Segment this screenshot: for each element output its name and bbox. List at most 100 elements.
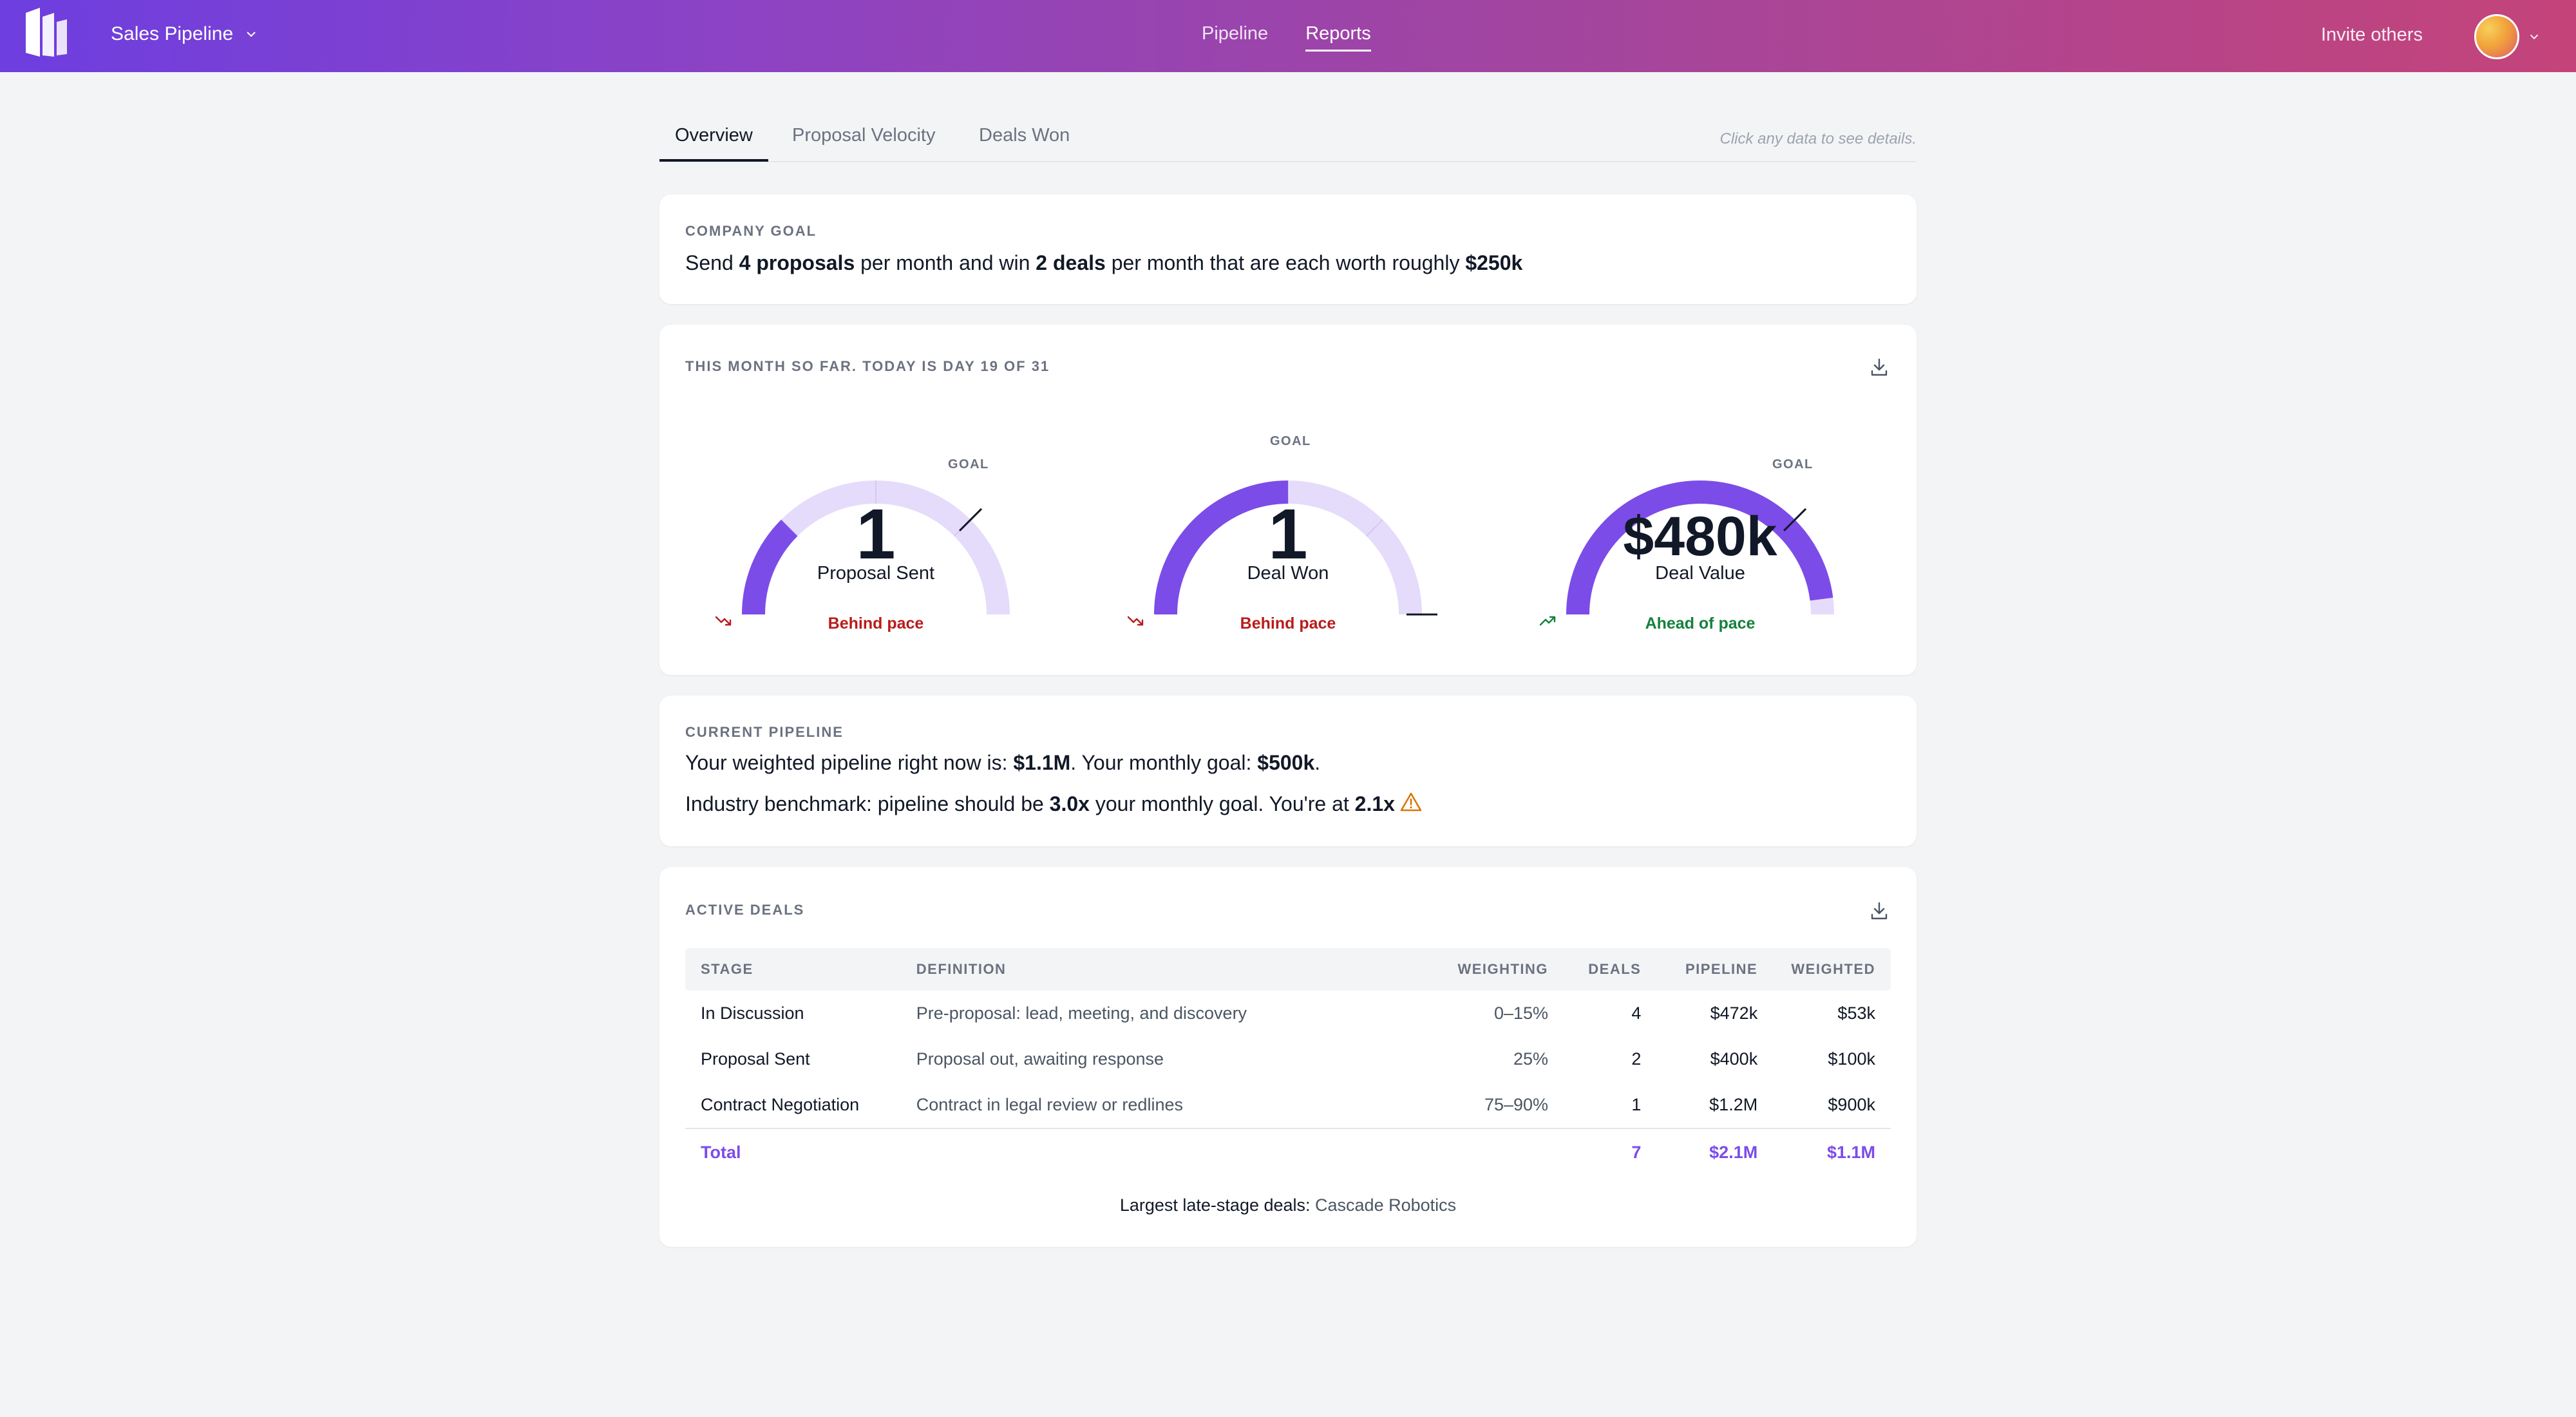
column-header[interactable]: DEFINITION: [916, 961, 1007, 977]
stage-cell: Proposal Sent: [701, 1049, 810, 1069]
current-ratio-value: 2.1x: [1354, 792, 1395, 815]
gauge-tick: [781, 519, 799, 537]
gauge-graphic: [1154, 480, 1437, 616]
stage-cell: In Discussion: [701, 1003, 804, 1023]
pipeline-cell: $472k: [1710, 1003, 1758, 1023]
pace-text: Ahead of pace: [1645, 614, 1756, 632]
gauge-proposals-sent[interactable]: GOAL 1 Proposal Sent Behind pace: [715, 421, 1037, 653]
weighting-cell: 75–90%: [1484, 1095, 1549, 1114]
tab-deals-won[interactable]: Deals Won: [979, 125, 1070, 146]
column-header[interactable]: WEIGHTED: [1791, 961, 1875, 977]
gauge-deal-value[interactable]: GOAL $480k Deal Value Ahead of pace: [1539, 421, 1861, 653]
deals-cell: 1: [1631, 1095, 1642, 1114]
definition-cell: Pre-proposal: lead, meeting, and discove…: [916, 1003, 1247, 1023]
goal-deals: 2 deals: [1036, 251, 1106, 274]
gauge-label: Proposal Sent: [817, 563, 935, 584]
goal-marker-label: GOAL: [948, 457, 989, 471]
total-deals: 7: [1631, 1142, 1642, 1162]
total-weighted: $1.1M: [1826, 1142, 1875, 1162]
weighted-cell: $900k: [1828, 1095, 1875, 1114]
column-header[interactable]: WEIGHTING: [1457, 961, 1549, 977]
gauge-fill: [1566, 480, 1833, 615]
avatar: [2474, 14, 2519, 59]
table-total-row[interactable]: Total 7 $2.1M $1.1M: [685, 1128, 1891, 1175]
pipeline-text-part: Your weighted pipeline right now is:: [685, 751, 1014, 774]
gauge-fill: [742, 519, 798, 615]
pipeline-text-part: . Your monthly goal:: [1070, 751, 1258, 774]
goal-worth: $250k: [1465, 251, 1523, 274]
column-header[interactable]: PIPELINE: [1685, 961, 1758, 977]
deals-cell: 2: [1631, 1049, 1642, 1069]
gauge-graphic: [742, 480, 1010, 615]
goal-text-part: Send: [685, 251, 739, 274]
goal-marker: [1783, 508, 1807, 531]
weighting-cell: 0–15%: [1493, 1003, 1549, 1023]
table-row[interactable]: In Discussion Pre-proposal: lead, meetin…: [685, 991, 1891, 1036]
main-nav: Pipeline Reports: [1202, 23, 1371, 52]
largest-deals-note: Largest late-stage deals: Cascade Roboti…: [659, 1195, 1917, 1215]
this-month-card: THIS MONTH SO FAR. TODAY IS DAY 19 OF 31…: [659, 325, 1917, 675]
pipeline-text-part: your monthly goal. You're at: [1089, 792, 1355, 815]
table-row[interactable]: Proposal Sent Proposal out, awaiting res…: [685, 1036, 1891, 1082]
pipeline-line-2: Industry benchmark: pipeline should be 3…: [685, 792, 1422, 816]
trending-up-icon: [1539, 616, 1556, 626]
gauge-fill: [1154, 480, 1289, 615]
goal-proposals: 4 proposals: [739, 251, 855, 274]
goal-marker: [959, 508, 983, 531]
largest-deals-value[interactable]: Cascade Robotics: [1315, 1195, 1457, 1215]
tab-overview[interactable]: Overview: [659, 125, 768, 162]
pipeline-line-1: Your weighted pipeline right now is: $1.…: [685, 751, 1320, 775]
company-goal-card: COMPANY GOAL Send 4 proposals per month …: [659, 195, 1917, 304]
table-row[interactable]: Contract Negotiation Contract in legal r…: [685, 1082, 1891, 1128]
deals-cell: 4: [1631, 1003, 1642, 1023]
weighted-cell: $53k: [1837, 1003, 1875, 1023]
app-logo-icon[interactable]: [26, 6, 72, 58]
pace-status: Ahead of pace: [1539, 614, 1861, 633]
table-header: STAGE DEFINITION WEIGHTING DEALS PIPELIN…: [685, 948, 1891, 991]
chevron-down-icon: [247, 32, 256, 37]
card-label: ACTIVE DEALS: [685, 902, 805, 918]
warning-icon[interactable]: [1400, 792, 1422, 812]
definition-cell: Proposal out, awaiting response: [916, 1049, 1164, 1069]
weighted-pipeline-value[interactable]: $1.1M: [1013, 751, 1071, 774]
pipeline-text-part: .: [1314, 751, 1321, 774]
user-menu[interactable]: [2474, 14, 2540, 59]
trending-down-icon: [715, 616, 732, 626]
active-deals-card: ACTIVE DEALS STAGE DEFINITION WEIGHTING …: [659, 867, 1917, 1247]
gauge-value: $480k: [1623, 506, 1777, 567]
details-hint: Click any data to see details.: [1719, 130, 1917, 147]
benchmark-value: 3.0x: [1049, 792, 1090, 815]
pace-text: Behind pace: [828, 614, 924, 632]
weighted-cell: $100k: [1828, 1049, 1875, 1069]
pipeline-cell: $1.2M: [1709, 1095, 1758, 1114]
trending-down-icon: [1127, 616, 1144, 626]
definition-cell: Contract in legal review or redlines: [916, 1095, 1183, 1114]
gauge-deals-won[interactable]: GOAL 1 Deal Won Behind pace: [1127, 421, 1449, 653]
column-header[interactable]: STAGE: [701, 961, 753, 977]
report-tabs: Overview Proposal Velocity Deals Won Cli…: [659, 116, 1917, 162]
pipeline-text-part: Industry benchmark: pipeline should be: [685, 792, 1050, 815]
invite-others-link[interactable]: Invite others: [2321, 24, 2423, 45]
current-pipeline-card: CURRENT PIPELINE Your weighted pipeline …: [659, 696, 1917, 846]
goal-marker-label: GOAL: [1772, 457, 1814, 471]
gauge-graphic: [1566, 480, 1834, 615]
column-header[interactable]: DEALS: [1588, 961, 1642, 977]
workspace-switcher[interactable]: Sales Pipeline: [111, 23, 258, 45]
stage-cell: Contract Negotiation: [701, 1095, 860, 1114]
gauge-tick: [1365, 519, 1383, 537]
pace-status: Behind pace: [1127, 614, 1449, 633]
goal-text-part: per month that are each worth roughly: [1105, 251, 1466, 274]
download-icon[interactable]: [1868, 356, 1891, 379]
download-icon[interactable]: [1868, 899, 1891, 922]
nav-pipeline[interactable]: Pipeline: [1202, 23, 1269, 44]
gauge-value: 1: [856, 495, 896, 574]
total-label: Total: [701, 1142, 741, 1162]
chevron-down-icon: [2530, 34, 2539, 39]
active-deals-table: STAGE DEFINITION WEIGHTING DEALS PIPELIN…: [685, 948, 1891, 1175]
nav-reports[interactable]: Reports: [1305, 23, 1371, 52]
total-pipeline: $2.1M: [1709, 1142, 1758, 1162]
goal-marker-label: GOAL: [1270, 434, 1311, 448]
card-label: CURRENT PIPELINE: [685, 724, 844, 740]
tab-proposal-velocity[interactable]: Proposal Velocity: [792, 125, 936, 146]
company-goal-text: Send 4 proposals per month and win 2 dea…: [685, 251, 1522, 275]
